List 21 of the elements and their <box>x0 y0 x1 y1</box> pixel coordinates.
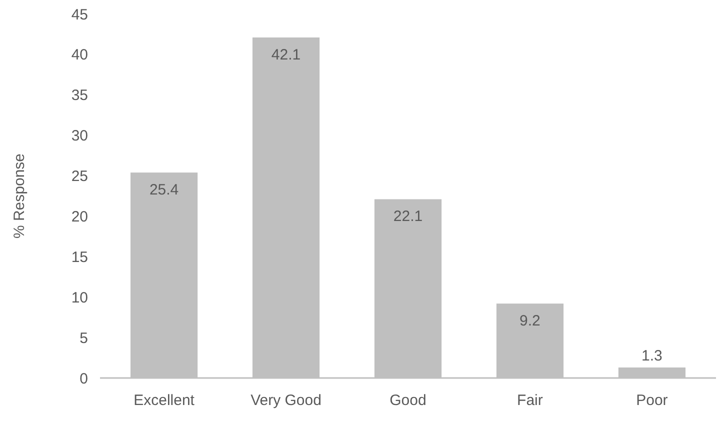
y-tick-label: 30 <box>71 128 88 145</box>
data-label: 42.1 <box>271 46 301 64</box>
y-axis-title: % Response <box>11 153 28 239</box>
y-tick-label: 15 <box>71 248 88 266</box>
x-tick-label: Good <box>390 392 426 409</box>
y-tick-label: 45 <box>71 6 88 24</box>
x-tick-label: Poor <box>636 392 668 409</box>
data-label: 1.3 <box>642 347 662 364</box>
y-tick-label: 35 <box>71 87 88 104</box>
y-tick-label: 20 <box>71 208 88 226</box>
y-tick-label: 40 <box>71 46 88 64</box>
data-label: 22.1 <box>393 208 423 226</box>
data-label: 9.2 <box>520 312 540 330</box>
x-tick-label: Very Good <box>250 392 322 409</box>
data-label: 25.4 <box>149 182 179 199</box>
y-tick-label: 10 <box>71 289 88 306</box>
x-tick-label: Excellent <box>134 392 196 409</box>
y-tick-label: 25 <box>71 168 88 186</box>
y-tick-label: 5 <box>80 330 88 347</box>
x-tick-label: Fair <box>517 392 543 409</box>
y-tick-label: 0 <box>80 370 88 388</box>
